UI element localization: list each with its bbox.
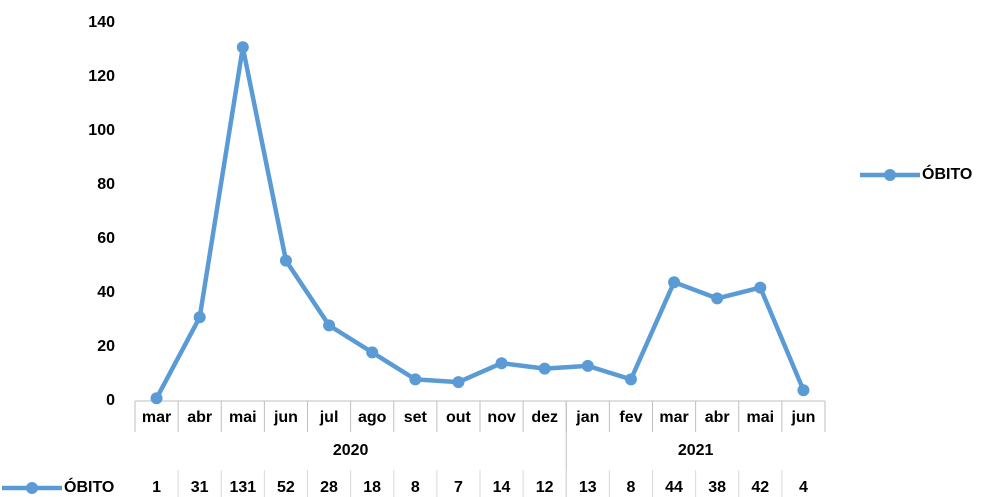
legend-marker	[884, 169, 896, 181]
table-value: 18	[363, 479, 381, 496]
y-tick-label: 140	[88, 14, 115, 31]
x-tick-label: nov	[487, 409, 516, 426]
x-tick-label: jun	[273, 409, 298, 426]
data-point	[366, 346, 379, 359]
data-point	[754, 281, 767, 294]
x-tick-label: mar	[142, 409, 171, 426]
data-point	[538, 362, 551, 375]
x-group-label: 2020	[333, 442, 369, 459]
table-value: 14	[493, 479, 511, 496]
table-value: 131	[229, 479, 256, 496]
table-value: 12	[536, 479, 554, 496]
series-line	[154, 45, 806, 400]
y-tick-label: 0	[106, 392, 115, 409]
data-point	[711, 292, 724, 305]
y-tick-label: 20	[97, 338, 115, 355]
table-value: 4	[799, 479, 808, 496]
table-value: 8	[626, 479, 635, 496]
table-value: 1	[152, 479, 161, 496]
x-tick-label: abr	[187, 409, 212, 426]
table-legend-marker	[26, 482, 38, 494]
data-point	[495, 357, 508, 370]
y-tick-label: 100	[88, 122, 115, 139]
x-tick-label: jul	[319, 409, 339, 426]
x-tick-label: dez	[531, 409, 558, 426]
table-value: 44	[665, 479, 683, 496]
table-value: 13	[579, 479, 597, 496]
x-tick-label: abr	[705, 409, 730, 426]
legend-label: ÓBITO	[922, 164, 972, 183]
y-tick-label: 60	[97, 230, 115, 247]
table-value: 38	[708, 479, 726, 496]
x-tick-label: fev	[619, 409, 642, 426]
data-point	[581, 359, 594, 372]
data-point	[624, 373, 637, 386]
x-tick-label: jun	[790, 409, 815, 426]
y-tick-label: 120	[88, 68, 115, 85]
data-point	[409, 373, 422, 386]
data-point	[668, 276, 681, 289]
data-point	[236, 41, 249, 54]
y-tick-label: 40	[97, 284, 115, 301]
table-value: 42	[751, 479, 769, 496]
table-value: 28	[320, 479, 338, 496]
x-tick-label: mar	[659, 409, 688, 426]
data-point	[279, 254, 292, 267]
x-tick-label: out	[446, 409, 472, 426]
data-point	[193, 311, 206, 324]
x-tick-label: mai	[747, 409, 775, 426]
table-value: 52	[277, 479, 295, 496]
x-tick-label: mai	[229, 409, 257, 426]
x-tick-label: jan	[575, 409, 599, 426]
table-value: 31	[191, 479, 209, 496]
x-tick-label: ago	[358, 409, 387, 426]
data-point	[797, 384, 810, 397]
y-tick-label: 80	[97, 176, 115, 193]
table-value: 7	[454, 479, 463, 496]
x-group-label: 2021	[678, 442, 714, 459]
data-point	[323, 319, 336, 332]
x-tick-label: set	[404, 409, 428, 426]
data-point	[452, 376, 465, 389]
table-legend-label: ÓBITO	[64, 477, 114, 496]
table-value: 8	[411, 479, 420, 496]
data-point	[150, 392, 163, 405]
